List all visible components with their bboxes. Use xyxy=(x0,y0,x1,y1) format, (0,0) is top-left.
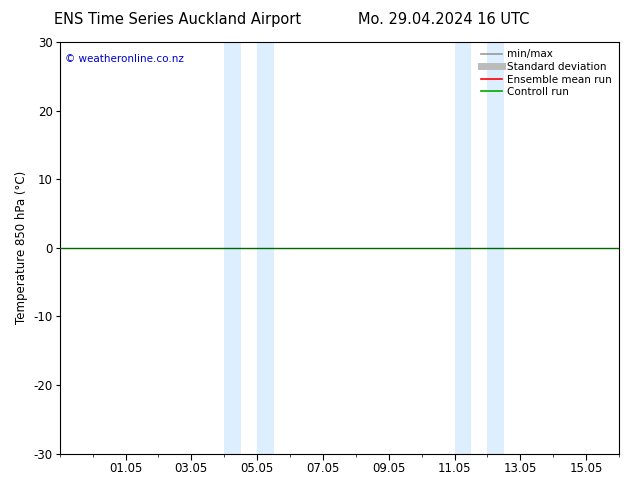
Bar xyxy=(224,42,241,454)
Text: © weatheronline.co.nz: © weatheronline.co.nz xyxy=(65,54,184,64)
Y-axis label: Temperature 850 hPa (°C): Temperature 850 hPa (°C) xyxy=(15,171,28,324)
Text: Mo. 29.04.2024 16 UTC: Mo. 29.04.2024 16 UTC xyxy=(358,12,529,27)
Legend: min/max, Standard deviation, Ensemble mean run, Controll run: min/max, Standard deviation, Ensemble me… xyxy=(479,47,614,99)
Bar xyxy=(455,42,471,454)
Text: ENS Time Series Auckland Airport: ENS Time Series Auckland Airport xyxy=(54,12,301,27)
Bar xyxy=(488,42,504,454)
Bar xyxy=(257,42,274,454)
